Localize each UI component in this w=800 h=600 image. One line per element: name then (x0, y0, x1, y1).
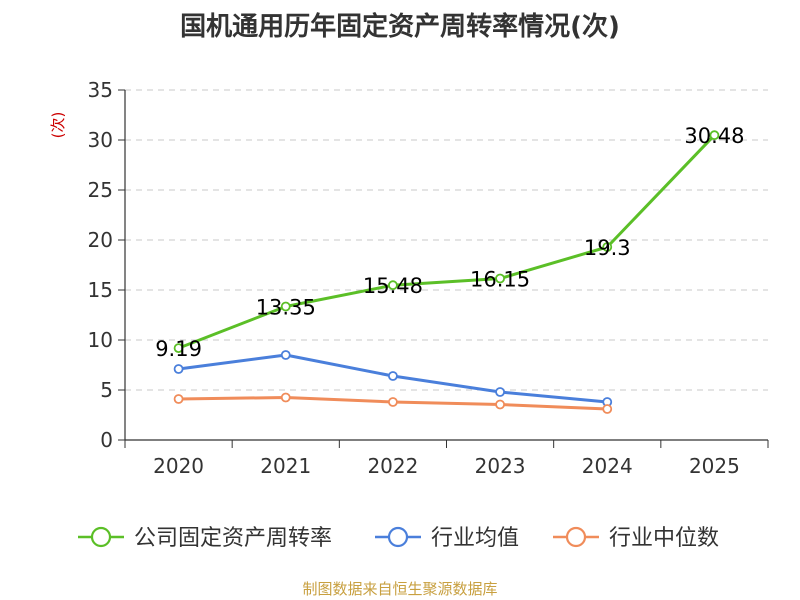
y-tick-label: 10 (88, 328, 113, 352)
x-tick-label: 2024 (582, 454, 633, 478)
x-tick-label: 2021 (260, 454, 311, 478)
series-line-0 (178, 134, 716, 350)
data-point (602, 242, 613, 252)
data-point (173, 394, 184, 404)
data-label: 19.3 (584, 236, 631, 260)
data-point (173, 343, 184, 354)
data-point (280, 350, 291, 360)
data-label: 16.15 (470, 268, 530, 292)
data-label: 13.35 (256, 296, 316, 320)
data-point (173, 364, 184, 374)
data-point (602, 404, 613, 414)
data-label: 15.48 (363, 274, 423, 298)
x-tick-label: 2020 (153, 454, 204, 478)
y-tick-label: 0 (100, 428, 113, 452)
legend-label: 行业中位数 (609, 526, 719, 551)
y-tick-label: 20 (88, 228, 113, 252)
legend-label: 行业均值 (431, 526, 519, 551)
data-point (388, 280, 398, 291)
legend-label: 公司固定资产周转率 (134, 526, 332, 551)
legend-marker (387, 526, 409, 548)
data-point (280, 392, 291, 403)
y-tick-label: 15 (88, 278, 113, 302)
y-axis-label: (次) (49, 112, 67, 139)
data-point (495, 273, 505, 284)
y-tick-label: 35 (88, 78, 113, 102)
source-note: 制图数据来自恒生聚源数据库 (302, 580, 498, 598)
y-tick-label: 5 (100, 378, 113, 402)
x-tick-label: 2022 (367, 454, 418, 478)
data-point (495, 399, 505, 410)
data-label: 30.48 (684, 124, 744, 148)
data-point (280, 301, 291, 312)
chart-title: 国机通用历年固定资产周转率情况(次) (180, 12, 620, 42)
y-tick-label: 30 (88, 128, 113, 152)
x-tick-label: 2025 (689, 454, 740, 478)
legend-marker (90, 526, 112, 548)
data-point (388, 397, 398, 407)
data-point (709, 130, 720, 141)
data-label: 9.19 (155, 337, 202, 361)
data-point (388, 371, 398, 381)
legend-marker (565, 526, 587, 548)
data-point (495, 387, 505, 397)
x-tick-label: 2023 (475, 454, 526, 478)
y-tick-label: 25 (88, 178, 113, 202)
